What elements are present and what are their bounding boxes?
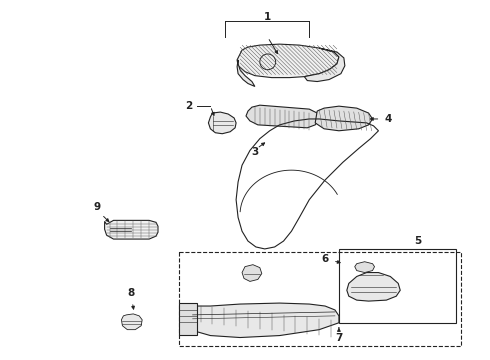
Polygon shape <box>246 105 319 128</box>
Bar <box>179 252 461 346</box>
Text: 3: 3 <box>251 148 259 157</box>
Polygon shape <box>208 112 236 134</box>
Polygon shape <box>355 262 374 273</box>
Polygon shape <box>242 265 262 282</box>
Text: 5: 5 <box>415 236 421 246</box>
Polygon shape <box>347 273 400 301</box>
Text: 6: 6 <box>321 254 329 264</box>
Bar <box>179 303 196 334</box>
Text: 7: 7 <box>335 333 343 342</box>
Text: 1: 1 <box>264 12 271 22</box>
Bar <box>339 249 456 323</box>
Text: 2: 2 <box>185 101 192 111</box>
Polygon shape <box>122 314 142 330</box>
Polygon shape <box>315 106 372 131</box>
Text: 9: 9 <box>93 202 100 212</box>
Polygon shape <box>237 44 339 78</box>
Polygon shape <box>104 220 158 239</box>
Text: 8: 8 <box>128 288 135 298</box>
Polygon shape <box>237 60 255 86</box>
Text: 4: 4 <box>385 114 392 124</box>
Polygon shape <box>186 303 339 338</box>
Polygon shape <box>304 48 345 82</box>
